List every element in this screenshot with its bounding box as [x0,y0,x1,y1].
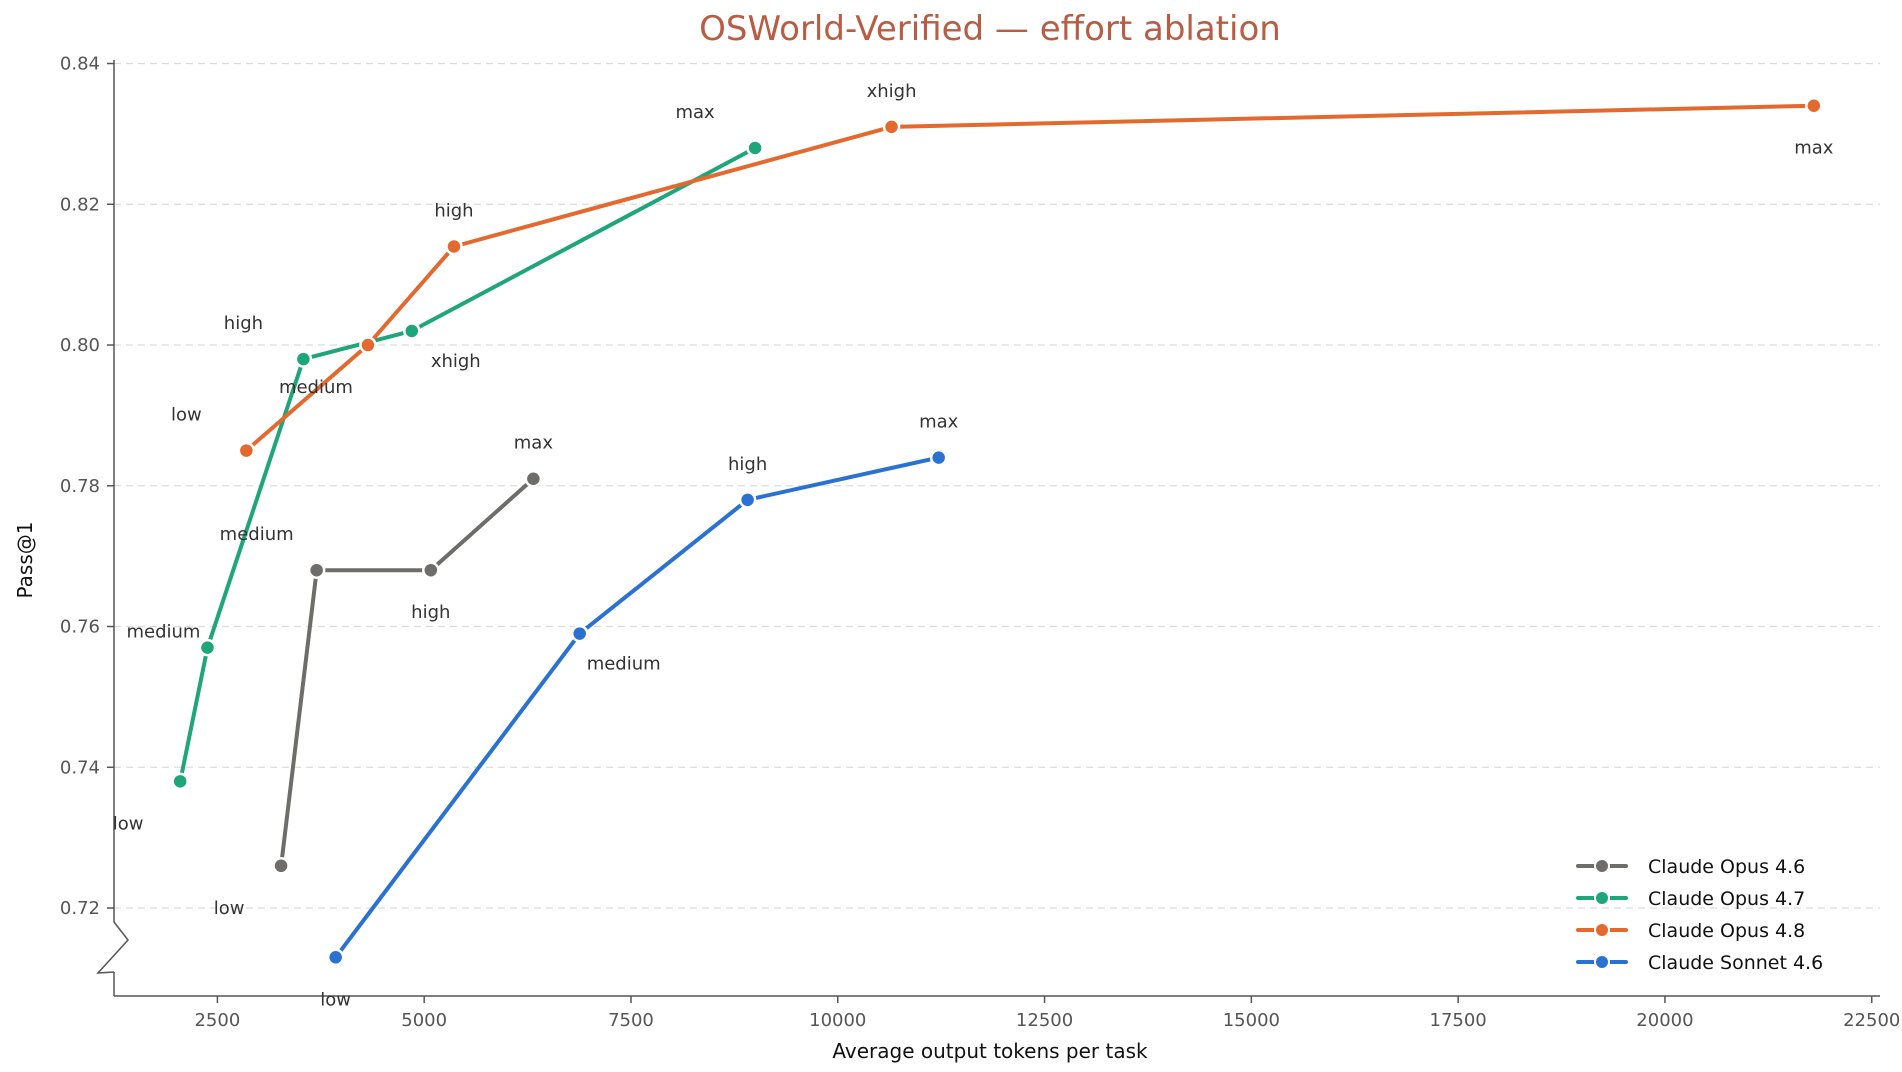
x-tick-label: 2500 [194,1010,240,1031]
data-point [359,336,377,354]
x-tick-label: 5000 [401,1010,447,1031]
x-tick-label: 15000 [1223,1010,1280,1031]
point-label: max [919,412,959,433]
y-tick-label: 0.80 [60,335,100,356]
data-point [445,237,463,256]
point-label: max [675,102,715,123]
data-point [171,772,189,791]
data-point [294,350,313,368]
data-point [237,441,256,460]
point-labels: low medium high max low medium high xhigh max low… [113,81,1834,1010]
point-label: high [434,200,473,221]
series-group [171,96,1823,967]
point-label: xhigh [431,351,481,372]
data-point [307,561,326,579]
point-label: max [1794,138,1834,159]
x-tick-label: 20000 [1636,1010,1693,1031]
legend-marker [1594,858,1610,874]
legend-marker [1594,954,1610,970]
point-label: max [514,433,554,454]
point-label: low [214,898,245,919]
x-tick-label: 12500 [1016,1010,1073,1031]
ticks: 0.72 0.74 0.76 0.78 0.80 0.82 0.84 2500 5000 7500… [60,54,1900,1031]
y-tick-label: 0.82 [60,194,100,215]
point-label: medium [220,524,294,545]
legend-entry: Claude Opus 4.7 [1648,888,1805,910]
legend-entry: Claude Opus 4.8 [1648,920,1805,942]
legend-marker [1594,922,1610,938]
series-line [279,476,536,868]
point-label: low [113,813,144,834]
data-point [326,948,345,967]
data-point [882,118,901,136]
data-point [422,561,440,579]
grid [114,62,1880,909]
point-label: high [411,602,450,623]
data-point [929,448,948,467]
x-tick-label: 17500 [1430,1010,1487,1031]
data-point [738,491,757,509]
point-label: high [224,313,263,334]
point-label: medium [279,377,353,398]
y-tick-label: 0.78 [60,476,100,497]
axes [96,60,1880,997]
data-point [570,624,589,643]
data-point [198,638,217,657]
legend-entry: Claude Sonnet 4.6 [1648,952,1823,974]
chart-title: OSWorld-Verified — effort ablation [699,9,1281,49]
y-axis-label: Pass@1 [13,522,37,599]
point-label: medium [126,622,200,643]
y-axis-break [96,921,129,974]
point-label: low [171,405,202,426]
legend-entry: Claude Opus 4.6 [1648,856,1805,878]
x-tick-label: 7500 [608,1010,654,1031]
point-label: low [320,989,351,1010]
point-label: high [728,454,767,475]
y-tick-label: 0.72 [60,898,100,919]
series-line [244,103,1816,453]
x-axis-label: Average output tokens per task [832,1039,1148,1063]
x-tick-label: 10000 [809,1010,866,1031]
data-point [403,322,421,340]
legend-marker [1594,890,1610,906]
data-point [746,139,764,157]
x-tick-label: 22500 [1843,1010,1900,1031]
legend: Claude Opus 4.6 Claude Opus 4.7 Claude Opu… [1576,856,1823,974]
point-label: medium [587,654,661,675]
point-label: xhigh [867,81,917,102]
y-tick-label: 0.76 [60,617,100,638]
y-tick-label: 0.84 [60,54,100,75]
series-line [333,455,941,960]
data-point [524,469,543,488]
data-point [1805,96,1823,115]
y-tick-label: 0.74 [60,757,100,778]
data-point [272,857,290,875]
